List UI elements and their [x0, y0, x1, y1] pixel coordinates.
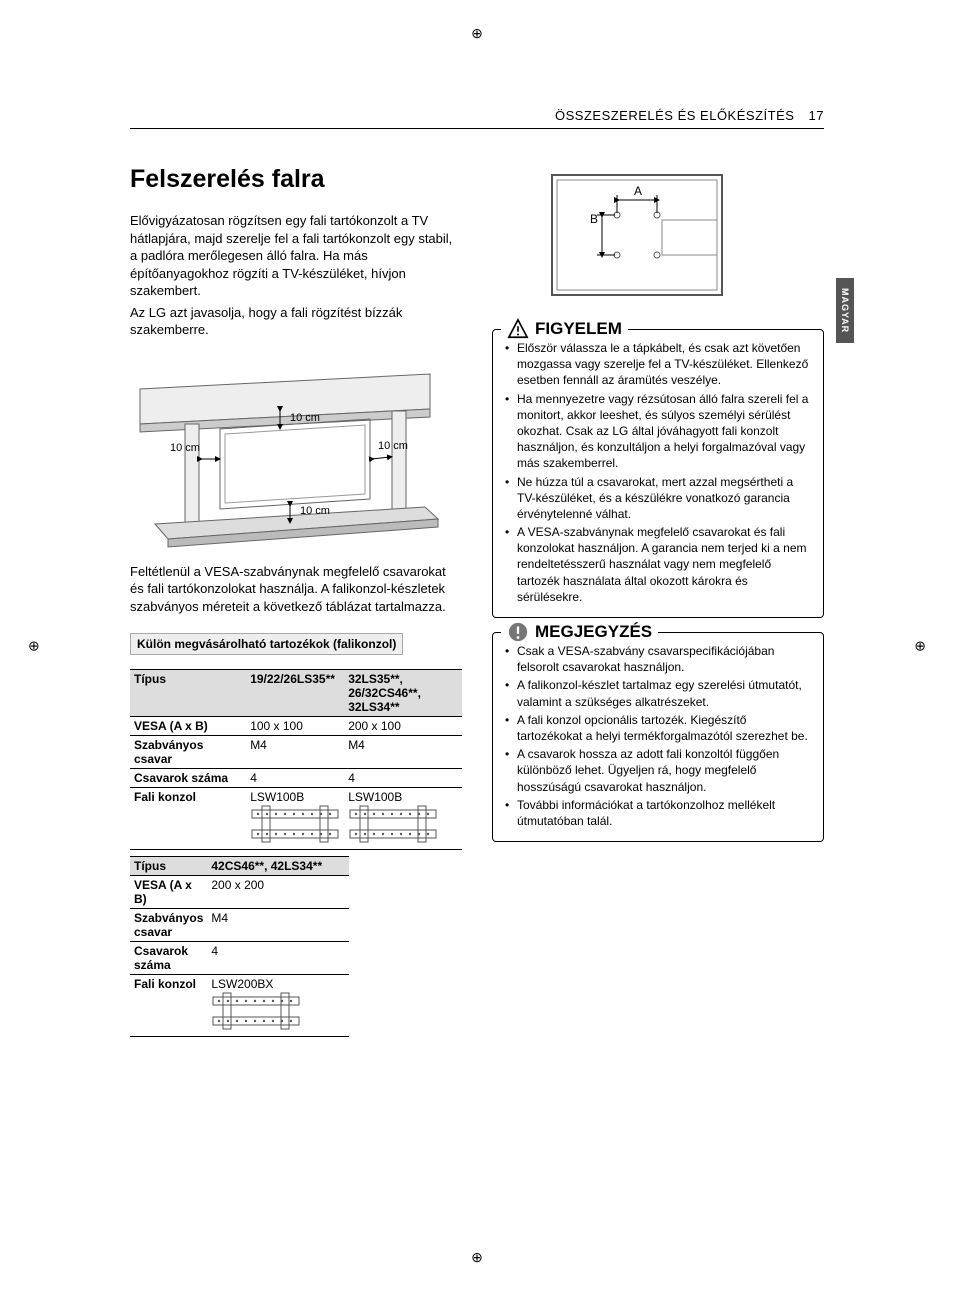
caution-item: Ha mennyezetre vagy rézsútosan álló falr… — [505, 391, 811, 472]
intro-paragraph-1: Elővigyázatosan rögzítsen egy fali tartó… — [130, 212, 462, 300]
header-rule — [130, 128, 824, 129]
left-column: Felszerelés falra Elővigyázatosan rögzít… — [130, 165, 462, 1043]
table2-row-label: Csavarok száma — [130, 942, 207, 975]
table2-row-label: Típus — [130, 857, 207, 876]
right-column: A B FIGYELEM Először válassz — [492, 165, 824, 1043]
table1-cell: 4 — [344, 769, 462, 788]
table1-row-label: Szabványos csavar — [130, 736, 246, 769]
vesa-label-b: B — [590, 212, 598, 226]
page-title: Felszerelés falra — [130, 165, 462, 194]
separate-purchase-heading: Külön megvásárolható tartozékok (falikon… — [130, 633, 403, 655]
caution-item: Ne húzza túl a csavarokat, mert azzal me… — [505, 474, 811, 523]
table2-cell: M4 — [207, 909, 349, 942]
table1-cell: LSW100B — [246, 788, 344, 850]
spec-table-2: Típus42CS46**, 42LS34**VESA (A x B)200 x… — [130, 856, 349, 1037]
note-item: További információkat a tartókonzolhoz m… — [505, 797, 811, 829]
intro-paragraph-2: Az LG azt javasolja, hogy a fali rögzíté… — [130, 304, 462, 339]
clearance-label-right: 10 cm — [378, 440, 408, 452]
page-header: ÖSSZESZERELÉS ÉS ELŐKÉSZÍTÉS 17 — [130, 108, 824, 123]
vesa-label-a: A — [634, 184, 642, 198]
table2-cell: 42CS46**, 42LS34** — [207, 857, 349, 876]
table2-row-label: Szabványos csavar — [130, 909, 207, 942]
caution-icon — [507, 318, 529, 340]
table1-cell: LSW100B — [344, 788, 462, 850]
table2-cell: 200 x 200 — [207, 876, 349, 909]
vesa-illustration: A B — [542, 165, 732, 315]
registration-mark-left: ⊕ — [28, 637, 40, 654]
registration-mark-right: ⊕ — [914, 637, 926, 654]
table2-row-label: VESA (A x B) — [130, 876, 207, 909]
table2-cell: LSW200BX — [207, 975, 349, 1037]
note-callout: MEGJEGYZÉS Csak a VESA-szabvány csavarsp… — [492, 632, 824, 842]
note-item: Csak a VESA-szabvány csavarspecifikációj… — [505, 643, 811, 675]
header-section-label: ÖSSZESZERELÉS ÉS ELŐKÉSZÍTÉS — [555, 108, 794, 123]
table1-cell: 32LS35**, 26/32CS46**, 32LS34** — [344, 670, 462, 717]
clearance-label-top: 10 cm — [290, 412, 320, 424]
caution-item: A VESA-szabványnak megfelelő csavarokat … — [505, 524, 811, 605]
note-title: MEGJEGYZÉS — [535, 622, 652, 642]
spec-table-1: Típus19/22/26LS35**32LS35**, 26/32CS46**… — [130, 669, 462, 850]
table1-cell: 19/22/26LS35** — [246, 670, 344, 717]
note-icon — [507, 621, 529, 643]
caution-callout: FIGYELEM Először válassza le a tápkábelt… — [492, 329, 824, 618]
clearance-label-left: 10 cm — [170, 442, 200, 454]
table1-row-label: Csavarok száma — [130, 769, 246, 788]
note-item: A falikonzol-készlet tartalmaz egy szere… — [505, 677, 811, 709]
clearance-label-bottom: 10 cm — [300, 505, 330, 517]
table1-cell: 4 — [246, 769, 344, 788]
table1-cell: 100 x 100 — [246, 717, 344, 736]
note-item: A fali konzol opcionális tartozék. Kiegé… — [505, 712, 811, 744]
table1-cell: 200 x 100 — [344, 717, 462, 736]
table1-cell: M4 — [246, 736, 344, 769]
page-number: 17 — [809, 108, 824, 123]
table2-cell: 4 — [207, 942, 349, 975]
language-tab: MAGYAR — [836, 278, 854, 343]
table1-row-label: VESA (A x B) — [130, 717, 246, 736]
registration-mark-bottom: ⊕ — [471, 1249, 483, 1266]
table1-cell: M4 — [344, 736, 462, 769]
note-item: A csavarok hossza az adott fali konzoltó… — [505, 746, 811, 795]
vesa-paragraph: Feltétlenül a VESA-szabványnak megfelelő… — [130, 563, 462, 616]
clearance-illustration: 10 cm 10 cm 10 cm 10 cm — [130, 349, 450, 549]
registration-mark-top: ⊕ — [471, 25, 483, 42]
caution-item: Először válassza le a tápkábelt, és csak… — [505, 340, 811, 389]
table1-row-label: Fali konzol — [130, 788, 246, 850]
table2-row-label: Fali konzol — [130, 975, 207, 1037]
caution-title: FIGYELEM — [535, 319, 622, 339]
table1-row-label: Típus — [130, 670, 246, 717]
